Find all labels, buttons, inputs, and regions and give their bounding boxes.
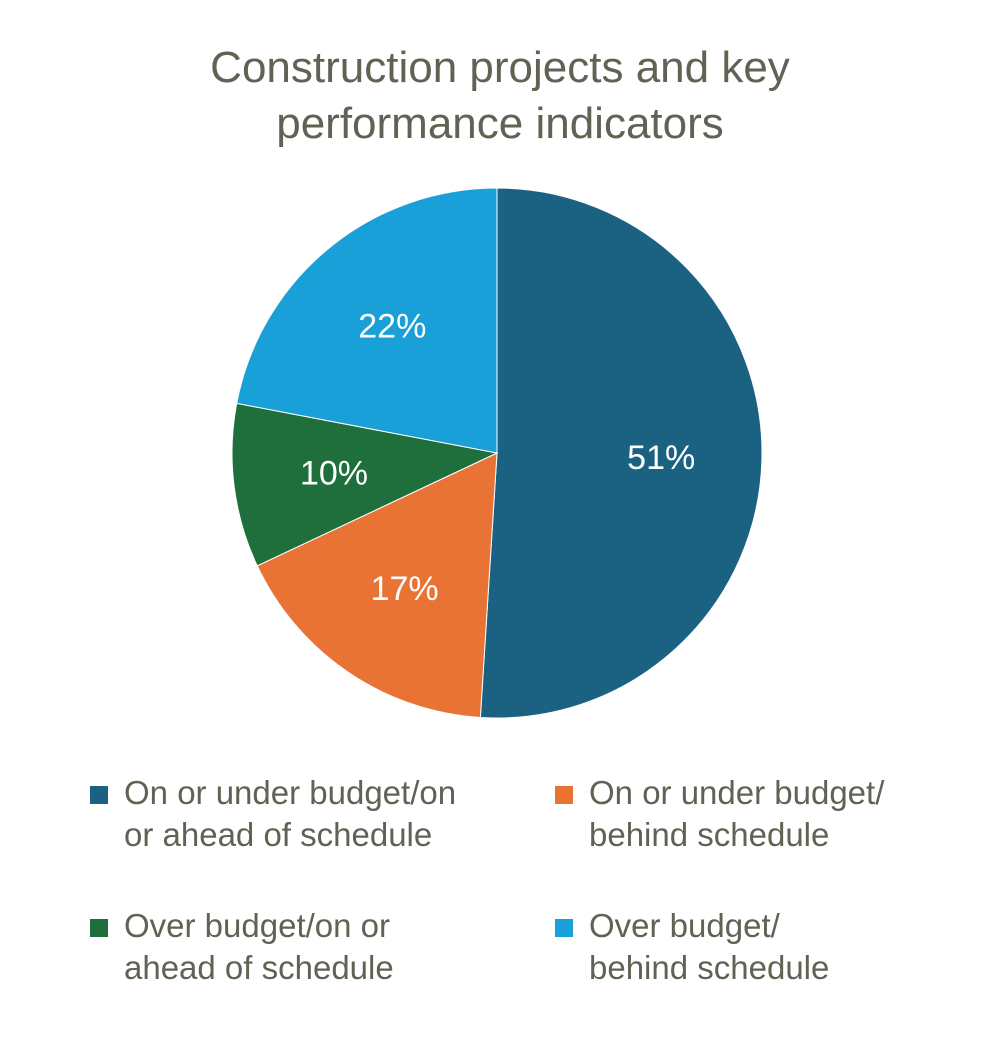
slice-over-budget-behind-schedule-label: 22% xyxy=(358,307,426,345)
chart-title-line-2: performance indicators xyxy=(276,99,724,148)
slice-over-budget-on-schedule xyxy=(231,402,499,567)
slice-over-budget-behind-schedule xyxy=(236,187,498,454)
pie-slice-labels: 51% 17% 10% 22% xyxy=(300,307,695,608)
slice-on-budget-on-schedule-label: 51% xyxy=(627,439,695,477)
chart-title-line-1: Construction projects and key xyxy=(210,43,790,92)
slice-on-budget-behind-schedule xyxy=(256,452,498,719)
slice-on-budget-behind-schedule-label: 17% xyxy=(371,570,439,608)
slice-over-budget-on-schedule-label: 10% xyxy=(300,455,368,493)
slice-on-budget-on-schedule xyxy=(479,187,763,719)
pie-slices xyxy=(231,187,763,719)
chart-title: Construction projects and key performanc… xyxy=(0,40,1000,152)
